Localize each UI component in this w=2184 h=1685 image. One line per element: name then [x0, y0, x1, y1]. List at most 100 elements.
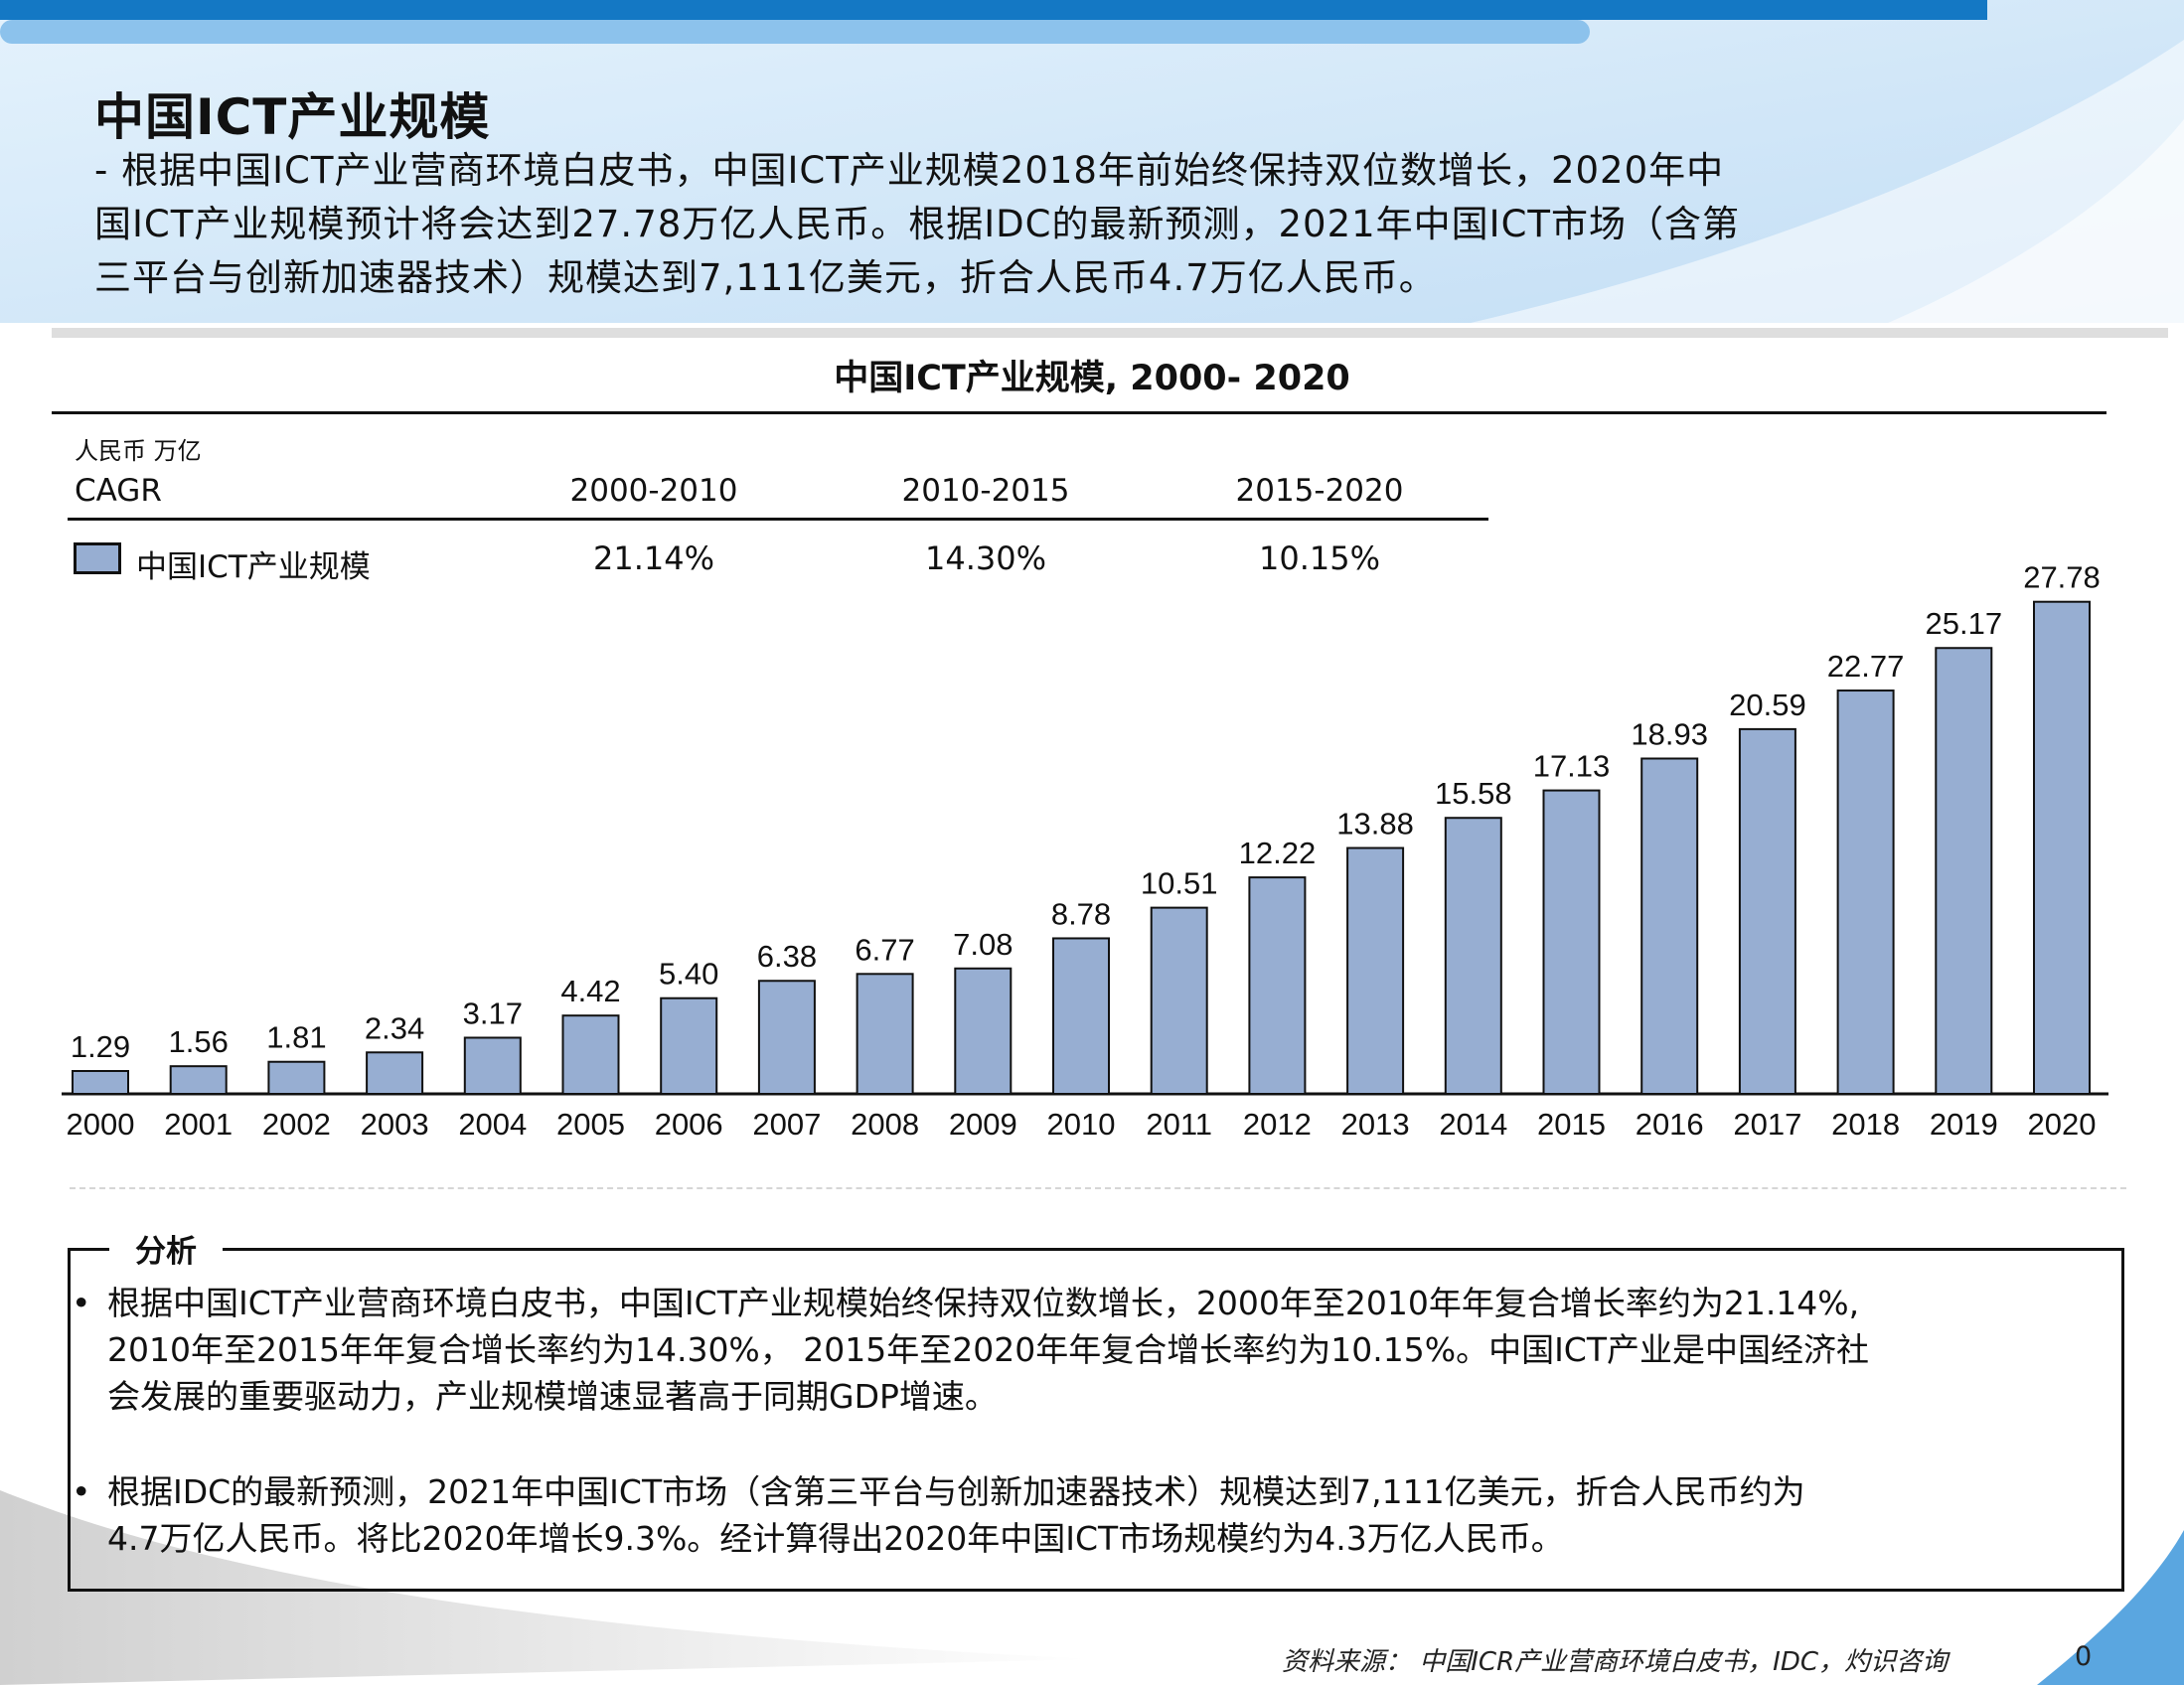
- x-tick-label: 2002: [262, 1107, 331, 1142]
- cagr-value-2: 14.30%: [924, 539, 1046, 577]
- top-bar-dark: [0, 0, 1987, 20]
- analysis-title: 分析: [109, 1226, 223, 1271]
- x-tick-label: 2015: [1537, 1107, 1606, 1142]
- footer-swoosh-right: [2037, 1530, 2184, 1685]
- data-label: 17.13: [1533, 749, 1611, 784]
- chart-title-rule: [52, 411, 2106, 414]
- footer-swoosh: [0, 1490, 1093, 1685]
- chart-title: 中国ICT产业规模, 2000- 2020: [834, 359, 1350, 398]
- bullet-line: 根据IDC的最新预测，2021年中国ICT市场（含第三平台与创新加速器技术）规模…: [107, 1472, 1805, 1511]
- bar: [954, 967, 1013, 1096]
- section-divider: [70, 1187, 2126, 1189]
- bullet-line: 2010年至2015年年复合增长率约为14.30%， 2015年至2020年年复…: [107, 1330, 1870, 1369]
- bar: [561, 1014, 620, 1095]
- x-tick-label: 2011: [1146, 1107, 1212, 1142]
- bar: [1542, 789, 1601, 1095]
- x-tick-label: 2014: [1439, 1107, 1507, 1142]
- top-bar-light: [0, 20, 1590, 44]
- legend-swatch: [74, 542, 121, 574]
- data-label: 6.77: [855, 932, 914, 967]
- x-tick-label: 2007: [752, 1107, 821, 1142]
- data-label: 10.51: [1141, 866, 1218, 901]
- bar: [1444, 817, 1502, 1096]
- x-tick-label: 2003: [361, 1107, 429, 1142]
- bar: [1738, 727, 1796, 1095]
- x-tick-label: 2019: [1930, 1107, 1998, 1142]
- bullet-line: 会发展的重要驱动力，产业规模增速显著高于同期GDP增速。: [107, 1377, 998, 1416]
- bar: [1935, 647, 1993, 1095]
- x-tick-label: 2000: [67, 1107, 135, 1142]
- data-label: 13.88: [1336, 807, 1414, 842]
- x-tick-label: 2001: [164, 1107, 233, 1142]
- bar: [1150, 906, 1208, 1095]
- bar: [757, 980, 816, 1095]
- x-tick-label: 2017: [1733, 1107, 1801, 1142]
- header-swoosh-2: [1888, 119, 2184, 323]
- bar: [660, 996, 718, 1095]
- data-label: 8.78: [1051, 896, 1111, 931]
- data-label: 6.38: [757, 939, 817, 974]
- analysis-box: [68, 1248, 2124, 1592]
- x-tick-label: 2005: [556, 1107, 625, 1142]
- bar: [72, 1070, 129, 1096]
- x-tick-label: 2004: [458, 1107, 527, 1142]
- bullet-line: 4.7万亿人民币。将比2020年增长9.3%。经计算得出2020年中国ICT市场…: [107, 1519, 1564, 1558]
- bar: [267, 1060, 326, 1095]
- header-underline: [52, 328, 2168, 338]
- cagr-label: CAGR: [75, 473, 162, 509]
- bar: [2033, 600, 2091, 1095]
- data-label: 5.40: [659, 957, 718, 992]
- header-swoosh: [1471, 40, 2184, 323]
- data-label: 2.34: [365, 1010, 424, 1045]
- bar: [1836, 689, 1895, 1095]
- data-label: 12.22: [1239, 836, 1317, 870]
- data-label: 22.77: [1827, 649, 1905, 684]
- x-tick-label: 2012: [1243, 1107, 1312, 1142]
- data-label: 1.56: [169, 1024, 229, 1059]
- data-label: 25.17: [1926, 606, 2003, 641]
- intro-line: 三平台与创新加速器技术）规模达到7,111亿美元，折合人民币4.7万亿人民币。: [94, 256, 1437, 299]
- source-note: 资料来源： 中国ICR产业营商环境白皮书，IDC，灼识咨询: [1282, 1647, 1948, 1677]
- data-label: 18.93: [1631, 716, 1708, 751]
- data-label: 1.81: [266, 1020, 326, 1055]
- cagr-period-3: 2015-2020: [1235, 473, 1404, 509]
- analysis-bullet: • 根据IDC的最新预测，2021年中国ICT市场（含第三平台与创新加速器技术）…: [72, 1468, 2108, 1562]
- data-label: 1.29: [71, 1029, 130, 1064]
- bar: [1052, 937, 1110, 1095]
- x-tick-label: 2016: [1636, 1107, 1704, 1142]
- x-tick-label: 2013: [1341, 1107, 1410, 1142]
- analysis-bullet: • 根据中国ICT产业营商环境白皮书，中国ICT产业规模始终保持双位数增长，20…: [72, 1280, 2108, 1420]
- page-number: 0: [2075, 1641, 2093, 1672]
- cagr-value-3: 10.15%: [1258, 539, 1380, 577]
- bar: [366, 1051, 424, 1095]
- data-label: 7.08: [953, 927, 1013, 962]
- cagr-value-1: 21.14%: [592, 539, 714, 577]
- bar: [1640, 757, 1699, 1095]
- cagr-period-1: 2000-2010: [569, 473, 738, 509]
- bar: [1346, 846, 1405, 1095]
- x-tick-label: 2009: [949, 1107, 1017, 1142]
- bar: [856, 973, 914, 1096]
- y-unit-label: 人民币 万亿: [75, 437, 202, 465]
- x-tick-label: 2018: [1831, 1107, 1900, 1142]
- data-label: 4.42: [560, 974, 620, 1008]
- x-tick-label: 2020: [2028, 1107, 2097, 1142]
- intro-line: 国ICT产业规模预计将会达到27.78万亿人民币。根据IDC的最新预测，2021…: [94, 203, 1741, 245]
- intro-text: - 根据中国ICT产业营商环境白皮书，中国ICT产业规模2018年前始终保持双位…: [94, 144, 2042, 305]
- legend-label: 中国ICT产业规模: [136, 549, 371, 585]
- x-tick-label: 2008: [851, 1107, 919, 1142]
- cagr-rule: [68, 518, 1488, 521]
- data-label: 3.17: [463, 996, 523, 1030]
- bar: [1248, 876, 1307, 1095]
- bullet-line: 根据中国ICT产业营商环境白皮书，中国ICT产业规模始终保持双位数增长，2000…: [107, 1284, 1860, 1322]
- data-label: 27.78: [2023, 560, 2101, 595]
- intro-line: - 根据中国ICT产业营商环境白皮书，中国ICT产业规模2018年前始终保持双位…: [94, 149, 1725, 192]
- bullet-dot: •: [72, 1472, 91, 1511]
- bullet-dot: •: [72, 1284, 91, 1322]
- cagr-period-2: 2010-2015: [901, 473, 1070, 509]
- x-tick-label: 2006: [655, 1107, 723, 1142]
- bar: [169, 1065, 228, 1096]
- page-title: 中国ICT产业规模: [94, 88, 491, 146]
